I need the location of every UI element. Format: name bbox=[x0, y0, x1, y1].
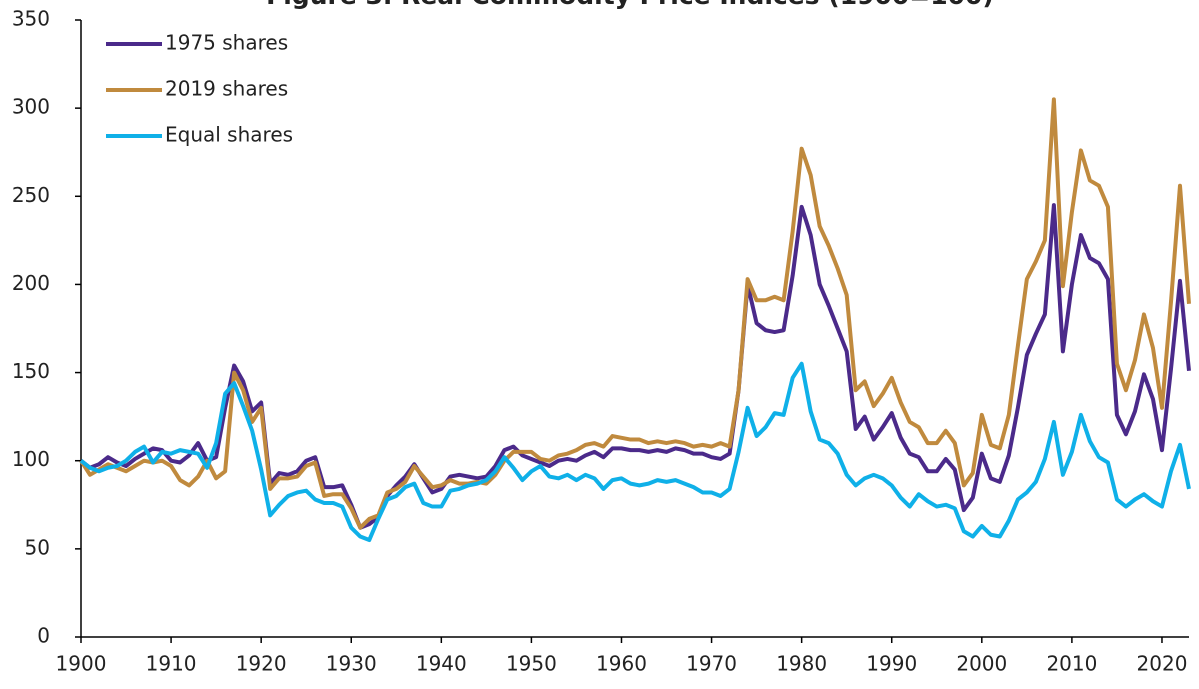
y-tick-label: 150 bbox=[12, 359, 50, 383]
x-tick-label: 2000 bbox=[956, 652, 1007, 676]
legend-label: Equal shares bbox=[165, 123, 293, 147]
x-tick-label: 1980 bbox=[776, 652, 827, 676]
legend-label: 2019 shares bbox=[165, 77, 288, 101]
x-tick-label: 1950 bbox=[506, 652, 557, 676]
chart-title: Figure 3. Real Commodity Price Indices (… bbox=[266, 0, 994, 10]
x-tick-label: 1920 bbox=[236, 652, 287, 676]
x-tick-label: 1960 bbox=[596, 652, 647, 676]
x-tick-label: 1970 bbox=[686, 652, 737, 676]
y-tick-label: 0 bbox=[37, 624, 50, 648]
x-tick-label: 1910 bbox=[146, 652, 197, 676]
y-tick-label: 50 bbox=[25, 535, 50, 559]
x-tick-label: 1900 bbox=[56, 652, 107, 676]
y-tick-label: 200 bbox=[12, 271, 50, 295]
x-tick-label: 2020 bbox=[1137, 652, 1188, 676]
series-line bbox=[79, 203, 1191, 530]
x-tick-label: 1990 bbox=[866, 652, 917, 676]
y-tick-label: 100 bbox=[12, 447, 50, 471]
x-tick-label: 1930 bbox=[326, 652, 377, 676]
x-tick-label: 1940 bbox=[416, 652, 467, 676]
y-tick-label: 250 bbox=[12, 183, 50, 207]
y-tick-label: 300 bbox=[12, 95, 50, 119]
series-line bbox=[79, 97, 1191, 530]
series-line bbox=[79, 361, 1191, 543]
x-tick-label: 2010 bbox=[1046, 652, 1097, 676]
y-tick-label: 350 bbox=[12, 7, 50, 31]
legend-label: 1975 shares bbox=[165, 31, 288, 55]
